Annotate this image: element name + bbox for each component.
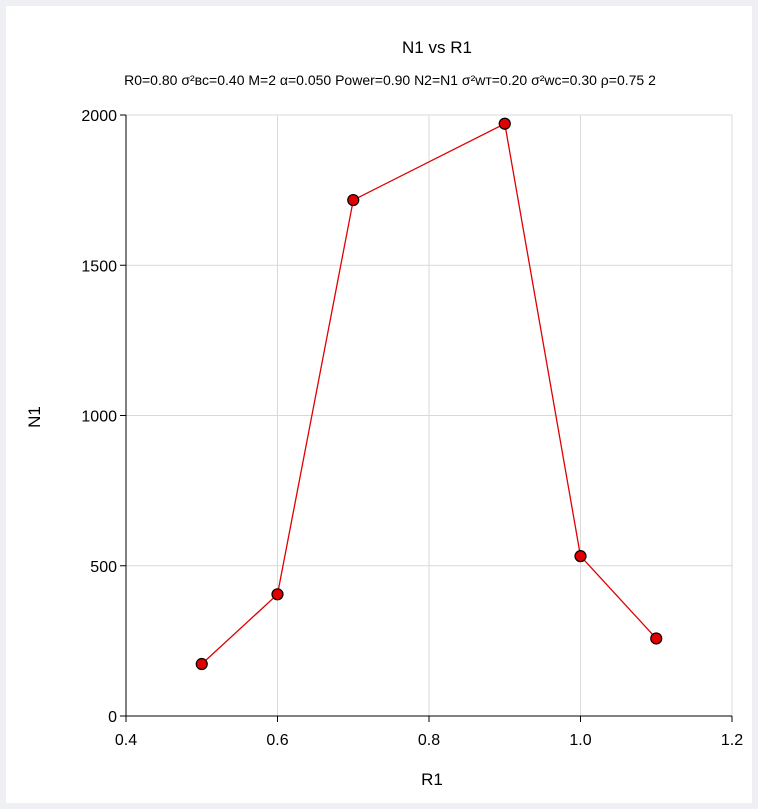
y-tick-label: 1500 <box>81 258 117 275</box>
x-axis-label: R1 <box>421 770 443 789</box>
y-tick-label: 0 <box>108 709 117 726</box>
data-point <box>650 632 663 645</box>
x-tick-label: 0.8 <box>418 732 440 749</box>
y-tick-label: 2000 <box>81 108 117 125</box>
y-tick-label: 1000 <box>81 409 117 426</box>
x-tick-label: 1.2 <box>721 732 743 749</box>
data-point <box>271 588 284 601</box>
x-tick-label: 0.4 <box>115 732 137 749</box>
chart-svg: N1 vs R1 R0=0.80 σ²ʙᴄ=0.40 M=2 α=0.050 P… <box>25 38 743 789</box>
series-layer <box>195 117 663 671</box>
y-axis-label: N1 <box>25 406 44 428</box>
x-tick-label: 0.6 <box>266 732 288 749</box>
grid-layer <box>125 114 733 717</box>
data-point <box>574 550 587 563</box>
data-point <box>498 117 511 130</box>
series-line <box>201 122 657 665</box>
chart-subtitle: R0=0.80 σ²ʙᴄ=0.40 M=2 α=0.050 Power=0.90… <box>124 72 656 88</box>
data-point <box>195 657 208 671</box>
data-point <box>347 193 360 207</box>
axis-layer: 0.4 0.6 0.8 1.0 1.2 0 500 1000 1500 2000 <box>81 108 743 749</box>
y-tick-label: 500 <box>90 559 117 576</box>
x-tick-label: 1.0 <box>569 732 591 749</box>
chart-title: N1 vs R1 <box>402 38 472 57</box>
